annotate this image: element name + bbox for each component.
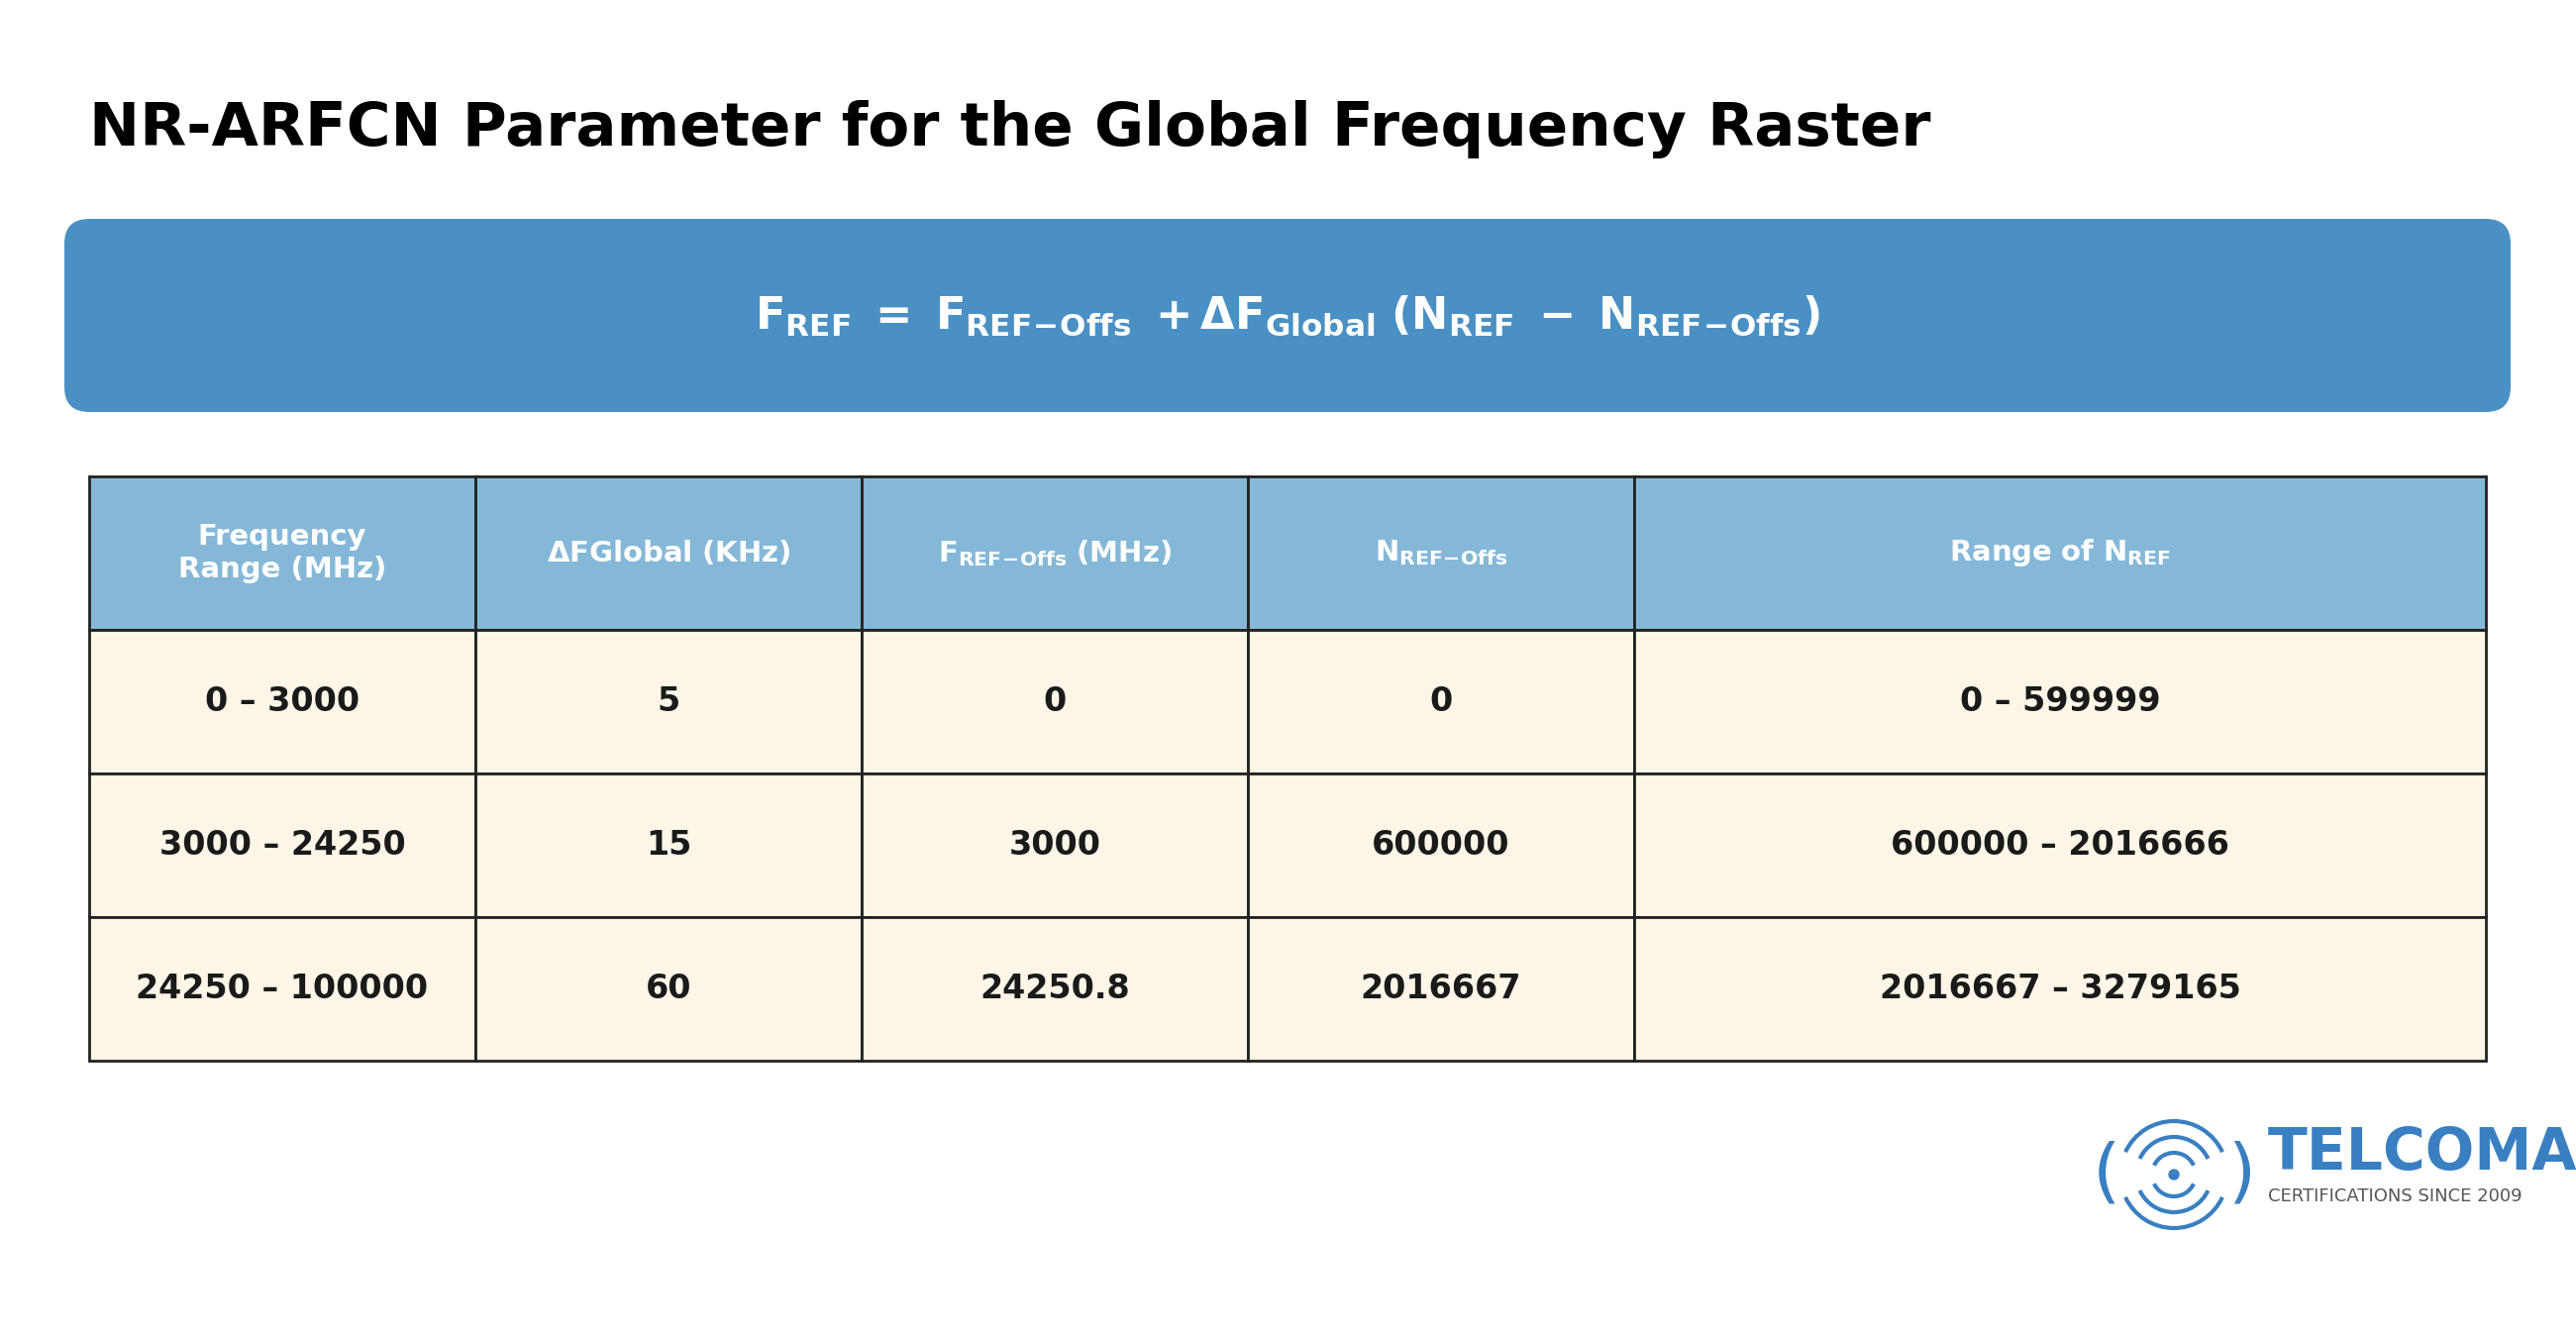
Text: $\mathbf{Range\ of\ N_{REF}}$: $\mathbf{Range\ of\ N_{REF}}$ xyxy=(1950,538,2172,569)
Bar xyxy=(1247,917,1633,1061)
Bar xyxy=(860,917,1247,1061)
Bar xyxy=(860,630,1247,773)
Text: 3000 – 24250: 3000 – 24250 xyxy=(160,830,404,862)
Bar xyxy=(90,773,477,917)
Text: $\mathbf{\Delta FGlobal\ (KHz)}$: $\mathbf{\Delta FGlobal\ (KHz)}$ xyxy=(546,539,791,567)
FancyBboxPatch shape xyxy=(64,219,2512,412)
Bar xyxy=(477,917,860,1061)
Bar xyxy=(90,630,477,773)
Text: $\mathbf{F_{REF}\ =\ F_{REF\!-\!Offs}\ +\Delta F_{Global}\ (N_{REF}\ -\ N_{REF\!: $\mathbf{F_{REF}\ =\ F_{REF\!-\!Offs}\ +… xyxy=(755,293,1821,337)
Bar xyxy=(1633,917,2486,1061)
Bar xyxy=(477,773,860,917)
Bar xyxy=(90,917,477,1061)
Text: TELCOMA: TELCOMA xyxy=(2267,1124,2576,1181)
Text: Frequency
Range (MHz): Frequency Range (MHz) xyxy=(178,523,386,583)
Circle shape xyxy=(2169,1169,2179,1180)
Text: $\mathbf{F_{REF\!-\!Offs}\ (MHz)}$: $\mathbf{F_{REF\!-\!Offs}\ (MHz)}$ xyxy=(938,538,1172,569)
Bar xyxy=(477,476,860,630)
Text: 15: 15 xyxy=(647,830,690,862)
Text: 60: 60 xyxy=(647,973,690,1005)
Bar xyxy=(1247,773,1633,917)
Bar xyxy=(477,630,860,773)
Bar xyxy=(1633,630,2486,773)
Text: 24250.8: 24250.8 xyxy=(979,973,1131,1005)
Text: 0 – 3000: 0 – 3000 xyxy=(206,685,361,719)
Text: 5: 5 xyxy=(657,685,680,719)
Text: 0 – 599999: 0 – 599999 xyxy=(1960,685,2161,719)
Text: $\mathbf{N_{REF\!-\!Offs}}$: $\mathbf{N_{REF\!-\!Offs}}$ xyxy=(1373,538,1507,567)
Text: CERTIFICATIONS SINCE 2009: CERTIFICATIONS SINCE 2009 xyxy=(2267,1187,2522,1206)
Bar xyxy=(1247,630,1633,773)
Text: ): ) xyxy=(2228,1140,2254,1208)
Text: 2016667 – 3279165: 2016667 – 3279165 xyxy=(1880,973,2241,1005)
Bar xyxy=(1633,773,2486,917)
Bar xyxy=(1247,476,1633,630)
Text: 3000: 3000 xyxy=(1010,830,1100,862)
Text: 2016667: 2016667 xyxy=(1360,973,1522,1005)
Text: (: ( xyxy=(2092,1140,2120,1208)
Bar xyxy=(860,773,1247,917)
Text: 600000 – 2016666: 600000 – 2016666 xyxy=(1891,830,2228,862)
Bar xyxy=(860,476,1247,630)
Bar xyxy=(1633,476,2486,630)
Text: 0: 0 xyxy=(1043,685,1066,719)
Bar xyxy=(90,476,477,630)
Text: NR-ARFCN Parameter for the Global Frequency Raster: NR-ARFCN Parameter for the Global Freque… xyxy=(90,100,1932,159)
Text: 0: 0 xyxy=(1430,685,1453,719)
Text: 24250 – 100000: 24250 – 100000 xyxy=(137,973,428,1005)
Text: 600000: 600000 xyxy=(1373,830,1510,862)
